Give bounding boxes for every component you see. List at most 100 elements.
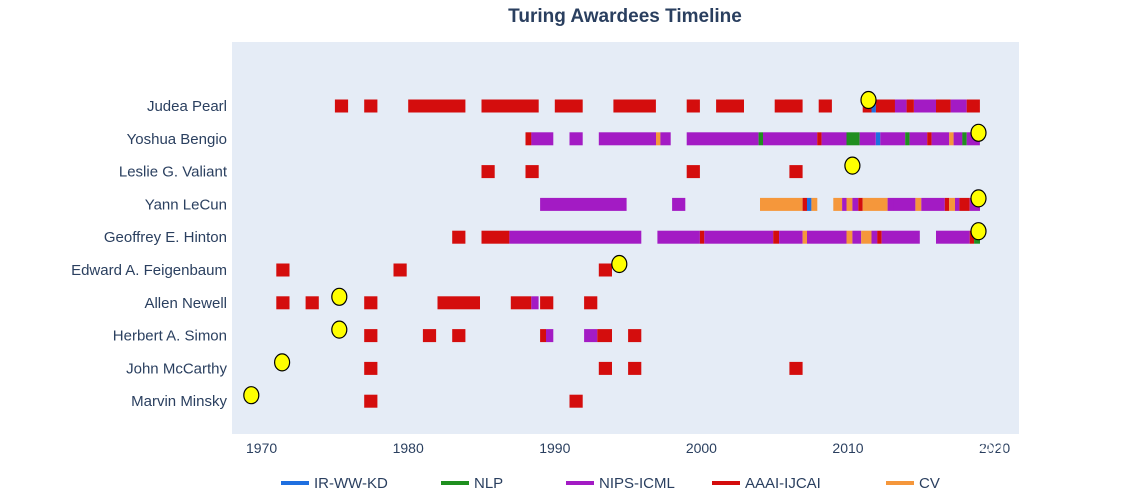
award-marker [970,222,987,241]
timeline-segment [540,296,554,310]
timeline-segment [364,329,378,343]
timeline-segment [699,230,705,244]
timeline-segment [789,361,803,375]
timeline-segment [818,99,832,113]
timeline-segment [893,197,916,211]
timeline-segment [525,132,532,146]
timeline-segment [716,99,744,113]
timeline-segment [846,197,853,211]
timeline-segment [437,296,480,310]
timeline-segment [334,99,349,113]
timeline-segment [510,296,532,310]
timeline-segment [802,197,807,211]
timeline-segment [817,132,822,146]
timeline-segment [802,230,807,244]
timeline-segment [452,329,466,343]
award-marker [860,90,877,110]
timeline-segment [531,296,539,310]
timeline-segment [921,197,945,211]
legend: IR-WW-KD NLP NIPS-ICML AAAI-IJCAI CV [281,475,940,492]
x-tick-label: 1980 [393,440,424,456]
legend-item[interactable]: AAAI-IJCAI [712,475,821,492]
timeline-segment [686,165,700,179]
timeline-segment [846,230,853,244]
timeline-segment [774,99,803,113]
y-tick-label: John McCarthy [126,360,227,377]
award-marker [274,353,291,372]
timeline-segment [881,230,920,244]
legend-item[interactable]: CV [886,475,940,492]
legend-label: AAAI-IJCAI [745,475,821,492]
timeline-segment [509,230,642,244]
timeline-segment [875,99,895,113]
timeline-segment [861,230,872,244]
timeline-segment [959,197,970,211]
timeline-segment [540,197,627,211]
timeline-segment [276,296,290,310]
timeline-segment [364,361,378,375]
timeline-segment [931,132,950,146]
award-marker [844,156,861,175]
timeline-segment [760,197,803,211]
timeline-segment [660,132,671,146]
timeline-segment [858,197,863,211]
timeline-segment [875,132,881,146]
timeline-segment [950,99,967,113]
award-marker [243,386,260,405]
timeline-segment [276,263,290,277]
timeline-segment [859,132,876,146]
timeline-segment [811,197,818,211]
timeline-segment [936,99,951,113]
timeline-segment [773,230,780,244]
timeline-segment [569,394,583,408]
award-markers-layer [243,90,987,405]
legend-item[interactable]: NLP [441,475,503,492]
legend-item[interactable]: IR-WW-KD [281,475,388,492]
y-tick-label: Leslie G. Valiant [119,164,228,181]
timeline-segment [546,329,554,343]
legend-label: CV [919,475,940,492]
y-tick-label: Marvin Minsky [131,393,227,410]
x-tick-label: 2010 [832,440,863,456]
timeline-segment [871,230,878,244]
chart-title: Turing Awardees Timeline [508,6,742,27]
timeline-segment [569,132,583,146]
timeline-segment [779,230,803,244]
award-marker [331,287,348,306]
timeline-segment [915,197,922,211]
x-tick-label: 1970 [246,440,277,456]
y-axis: Judea Pearl Yoshua Bengio Leslie G. Valian… [71,98,228,410]
timeline-segment [531,132,554,146]
timeline-segment [584,296,598,310]
timeline-segment [944,197,950,211]
timeline-segment [598,361,612,375]
timeline-segment [842,197,847,211]
timeline-segment [962,132,967,146]
award-marker [611,254,628,274]
timeline-segment [789,165,803,179]
timeline-segment [628,329,642,343]
timeline-segment [481,230,510,244]
timeline-segment [894,99,907,113]
timeline-segment [364,296,378,310]
timeline-segment [880,132,906,146]
watermark: 知乎 @LiteAI [898,436,1082,471]
timeline-segment [936,230,970,244]
timeline-segment [364,99,378,113]
timeline-segment [821,132,847,146]
timeline-segment [887,197,894,211]
timeline-segment [852,230,862,244]
legend-item[interactable]: NIPS-ICML [566,475,675,492]
timeline-segment [408,99,466,113]
timeline-segment [906,99,914,113]
timeline-segment [955,197,960,211]
legend-label: NIPS-ICML [599,475,675,492]
timeline-segment [833,197,843,211]
timeline-segment [927,132,932,146]
timeline-segment [613,99,656,113]
y-tick-label: Yoshua Bengio [127,131,227,148]
timeline-segment [656,132,661,146]
timeline-segment [969,230,975,244]
timeline-segment [807,197,812,211]
